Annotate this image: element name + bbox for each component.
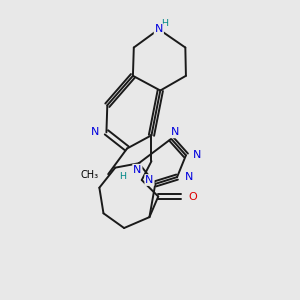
Text: H: H — [119, 172, 126, 181]
Text: N: N — [133, 165, 142, 175]
Text: N: N — [154, 24, 163, 34]
Text: N: N — [193, 150, 202, 160]
Text: N: N — [170, 127, 179, 137]
Text: N: N — [184, 172, 193, 182]
Text: CH₃: CH₃ — [81, 170, 99, 180]
Text: H: H — [160, 19, 168, 28]
Text: O: O — [188, 191, 197, 202]
Text: N: N — [91, 127, 99, 137]
Text: N: N — [145, 175, 154, 185]
